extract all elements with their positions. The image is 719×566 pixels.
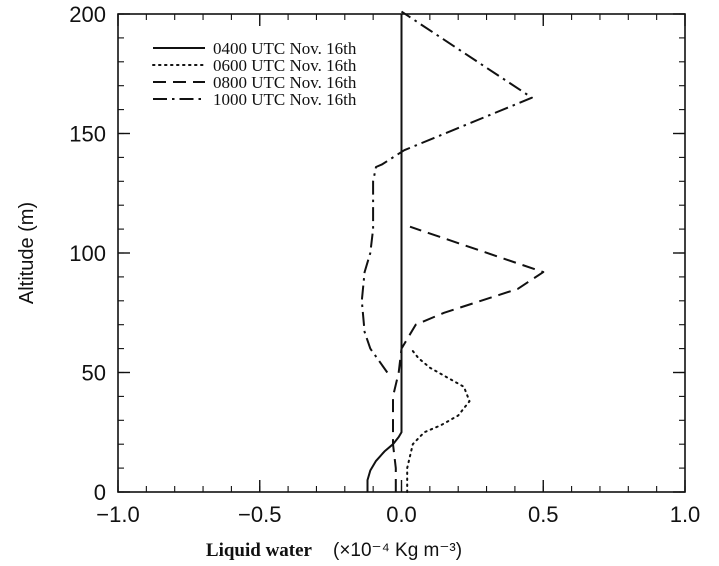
legend-label-3: 0800 UTC Nov. 16th [213, 73, 357, 92]
x-tick-label: −1.0 [96, 502, 139, 527]
y-tick-label: 50 [82, 361, 106, 386]
y-axis-label: Altitude (m) [16, 202, 38, 304]
legend-label-2: 0600 UTC Nov. 16th [213, 56, 357, 75]
legend-label-4: 1000 UTC Nov. 16th [213, 90, 357, 109]
x-tick-label: −0.5 [238, 502, 281, 527]
plot-frame [117, 13, 686, 493]
x-tick-label: 1.0 [670, 502, 701, 527]
series-layer [360, 10, 545, 493]
y-tick-label: 100 [69, 241, 106, 266]
ticks-layer: −1.0 −0.5 0.0 0.5 1.0 0 50 100 150 200 [69, 2, 700, 527]
y-tick-label: 150 [69, 122, 106, 147]
series-line-1 [366, 14, 403, 492]
series-line-2 [406, 347, 471, 493]
x-axis-label: Liquid water [206, 540, 313, 561]
x-tick-label: 0.0 [386, 502, 417, 527]
series-line-4 [360, 10, 533, 374]
x-tick-label: 0.5 [528, 502, 559, 527]
y-tick-label: 200 [69, 2, 106, 27]
legend-label-1: 0400 UTC Nov. 16th [213, 39, 357, 58]
y-tick-label: 0 [94, 480, 106, 505]
x-axis-unit: (×10⁻⁴ Kg m⁻³) [333, 540, 462, 561]
series-line-3 [392, 225, 545, 492]
